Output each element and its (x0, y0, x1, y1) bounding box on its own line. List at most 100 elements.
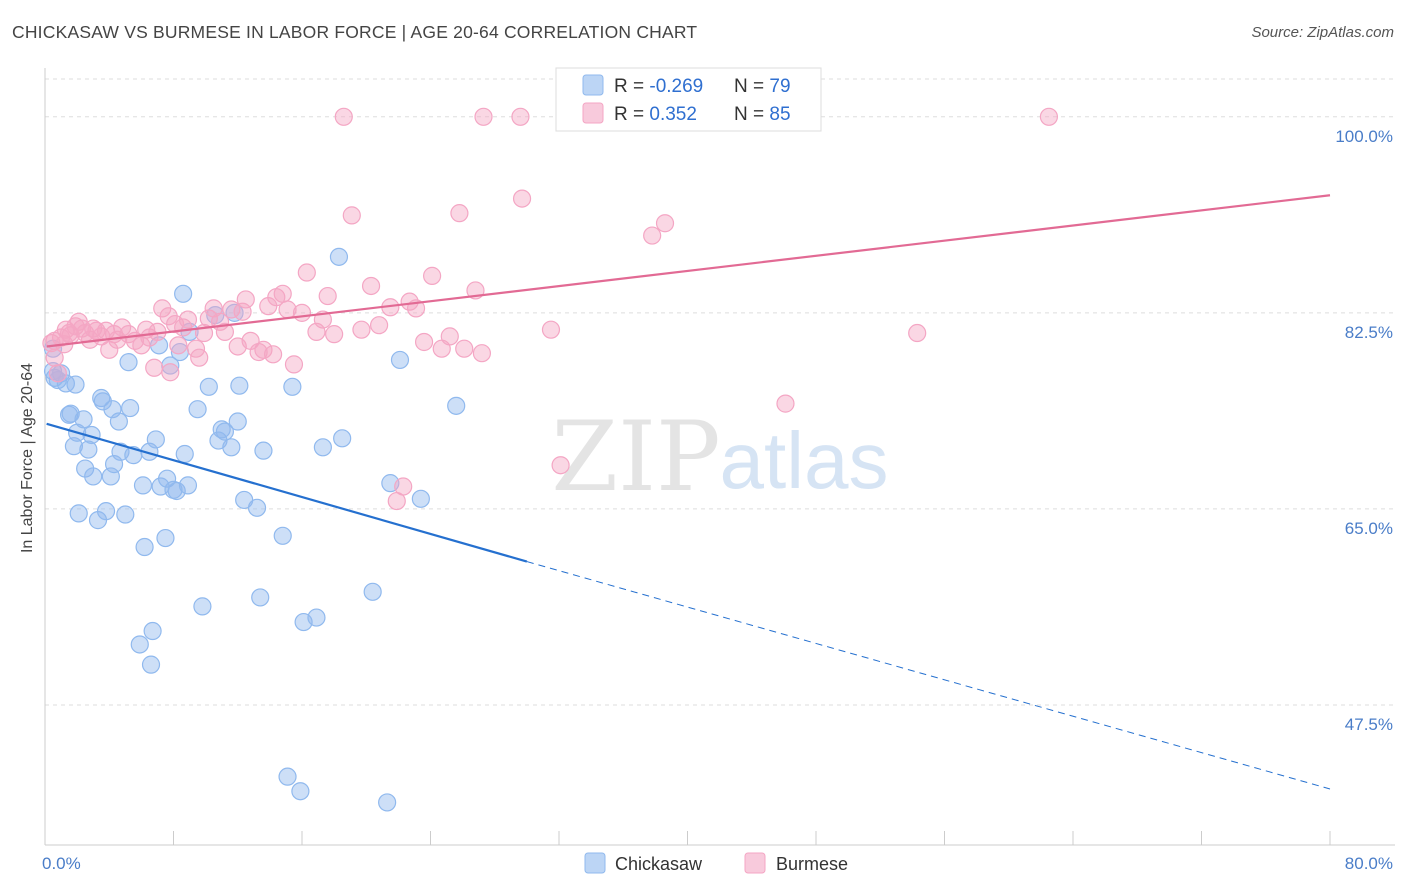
data-point-chickasaw (175, 444, 194, 464)
y-tick-label: 100.0% (1335, 127, 1393, 146)
trend-line-chickasaw (46, 422, 528, 563)
data-point-chickasaw (156, 528, 175, 548)
tick-labels: 47.5% 65.0% 82.5% 100.0% 0.0% 80.0% (42, 127, 1393, 873)
axes (44, 68, 1395, 846)
data-point-chickasaw (228, 412, 247, 431)
data-point-chickasaw (141, 655, 161, 674)
data-point-chickasaw (291, 782, 310, 801)
data-point-burmese (112, 318, 132, 337)
data-point-chickasaw (96, 502, 116, 521)
data-point-chickasaw (74, 410, 93, 429)
data-point-chickasaw (254, 441, 273, 460)
data-point-burmese (334, 107, 353, 126)
data-point-chickasaw (121, 398, 140, 418)
trend-extension-chickasaw (526, 561, 1331, 790)
trend-lines (46, 194, 1331, 790)
data-point-chickasaw (69, 504, 88, 523)
y-tick-label: 82.5% (1345, 323, 1393, 342)
data-point-chickasaw (161, 356, 180, 375)
x-tick-label: 0.0% (42, 854, 81, 873)
legend-stats-chickasaw: R = -0.269 N = 79 (614, 76, 791, 97)
data-point-burmese (1039, 107, 1059, 126)
stats-legend: R = -0.269 N = 79 R = 0.352 N = 85 (555, 67, 822, 132)
data-point-burmese (474, 107, 493, 126)
data-point-burmese (222, 300, 241, 319)
data-point-chickasaw (193, 597, 212, 616)
data-point-chickasaw (251, 588, 270, 607)
data-point-burmese (292, 303, 312, 322)
series-swatch-burmese (744, 852, 766, 874)
data-point-chickasaw (222, 438, 241, 457)
data-point-chickasaw (79, 440, 98, 459)
data-point-burmese (215, 322, 234, 342)
data-point-chickasaw (109, 412, 128, 431)
data-point-chickasaw (363, 582, 382, 601)
watermark-zip: ZIP (551, 401, 720, 513)
data-point-chickasaw (247, 498, 267, 517)
data-point-chickasaw (447, 396, 466, 415)
data-point-burmese (87, 321, 106, 340)
data-point-burmese (370, 316, 389, 335)
grid-lines (45, 78, 1395, 706)
data-point-burmese (190, 348, 209, 367)
data-point-chickasaw (167, 481, 186, 501)
data-point-burmese (161, 363, 180, 382)
data-point-burmese (643, 226, 662, 245)
data-point-chickasaw (178, 476, 198, 495)
data-point-burmese (551, 456, 570, 475)
data-point-burmese (414, 332, 434, 352)
data-point-chickasaw (64, 437, 84, 456)
data-point-chickasaw (116, 505, 135, 524)
data-point-burmese (394, 477, 413, 496)
data-point-burmese (908, 323, 927, 343)
data-point-burmese (284, 355, 304, 374)
legend-swatch-chickasaw (582, 74, 604, 96)
data-points (42, 107, 1059, 812)
data-point-chickasaw (273, 526, 292, 545)
data-point-chickasaw (278, 767, 297, 786)
series-swatch-chickasaw (584, 852, 606, 874)
data-point-burmese (178, 310, 198, 329)
data-point-burmese (655, 214, 675, 233)
data-point-burmese (472, 344, 491, 363)
data-point-chickasaw (283, 377, 302, 396)
data-point-chickasaw (143, 621, 162, 641)
data-point-chickasaw (411, 489, 430, 508)
data-point-burmese (249, 342, 268, 362)
series-label-chickasaw: Chickasaw (615, 854, 703, 874)
data-point-chickasaw (157, 469, 177, 488)
data-point-chickasaw (66, 375, 85, 394)
source-credit: Source: ZipAtlas.com (1251, 24, 1394, 41)
x-tick-label: 80.0% (1345, 854, 1393, 873)
data-point-chickasaw (215, 422, 234, 441)
data-point-burmese (254, 340, 273, 359)
y-tick-label: 47.5% (1345, 715, 1393, 734)
data-point-burmese (48, 364, 67, 383)
data-point-burmese (273, 284, 292, 303)
data-point-chickasaw (84, 467, 103, 486)
data-point-chickasaw (174, 284, 193, 303)
data-point-chickasaw (230, 376, 249, 395)
data-point-chickasaw (212, 420, 231, 439)
data-point-chickasaw (313, 438, 332, 457)
data-point-chickasaw (199, 377, 218, 396)
data-point-chickasaw (329, 247, 349, 266)
data-point-chickasaw (146, 430, 165, 449)
data-point-chickasaw (307, 608, 326, 627)
data-point-chickasaw (390, 350, 410, 370)
data-point-chickasaw (119, 353, 138, 372)
data-point-chickasaw (378, 793, 397, 812)
data-point-burmese (342, 206, 361, 225)
data-point-chickasaw (333, 429, 352, 448)
data-point-burmese (423, 266, 442, 285)
legend-swatch-burmese (582, 102, 604, 124)
data-point-burmese (776, 394, 795, 413)
data-point-burmese (450, 204, 469, 223)
data-point-chickasaw (135, 537, 154, 557)
data-point-burmese (236, 290, 255, 309)
data-point-chickasaw (133, 476, 153, 495)
trend-line-burmese (46, 194, 1331, 348)
y-tick-label: 65.0% (1345, 519, 1393, 538)
data-point-burmese (541, 320, 561, 339)
